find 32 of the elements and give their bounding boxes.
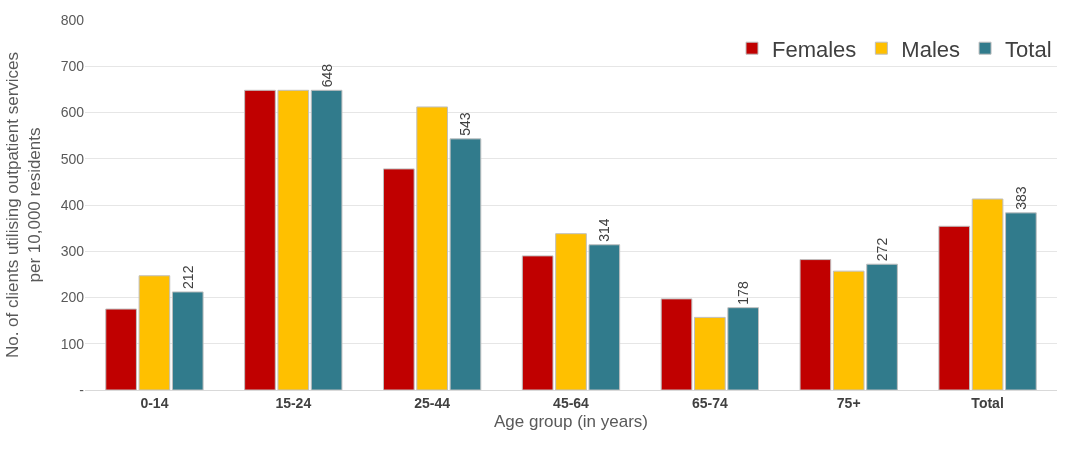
data-label: 272 [874, 237, 891, 262]
data-label: 314 [596, 218, 613, 242]
y-tick-label: 700 [60, 58, 85, 75]
data-label: 383 [1012, 186, 1029, 210]
data-label: 212 [179, 265, 196, 289]
x-axis-title: Age group (in years) [493, 412, 649, 432]
legend-label: Total [1005, 36, 1052, 62]
x-tick-label: 0-14 [140, 394, 169, 411]
x-tick-label: Total [971, 394, 1004, 411]
y-tick-label: 600 [60, 104, 85, 121]
x-tick-label: 25-44 [414, 394, 451, 411]
data-label: 543 [457, 112, 474, 136]
bar [310, 89, 343, 390]
y-tick-label: 200 [60, 289, 85, 306]
y-axis-title: No. of clients utilising outpatient services per 10,000 residents [3, 51, 45, 359]
y-tick-label: 100 [60, 335, 85, 352]
y-tick-label: - [79, 381, 85, 398]
bar [799, 259, 832, 390]
legend-label: Males [901, 36, 961, 62]
data-label: 648 [318, 63, 335, 88]
x-tick-label: 45-64 [553, 394, 590, 411]
bar [938, 225, 971, 390]
y-tick-label: 800 [60, 11, 85, 28]
y-tick-label: 400 [60, 196, 85, 213]
y-tick-label: 300 [60, 243, 85, 260]
x-tick-label: 65-74 [691, 394, 728, 411]
bar [171, 291, 204, 390]
x-tick-label: 15-24 [275, 394, 312, 411]
legend-label: Females [772, 36, 857, 62]
data-label: 178 [735, 281, 752, 305]
x-tick-label: 75+ [836, 394, 861, 411]
y-tick-label: 500 [60, 150, 85, 167]
